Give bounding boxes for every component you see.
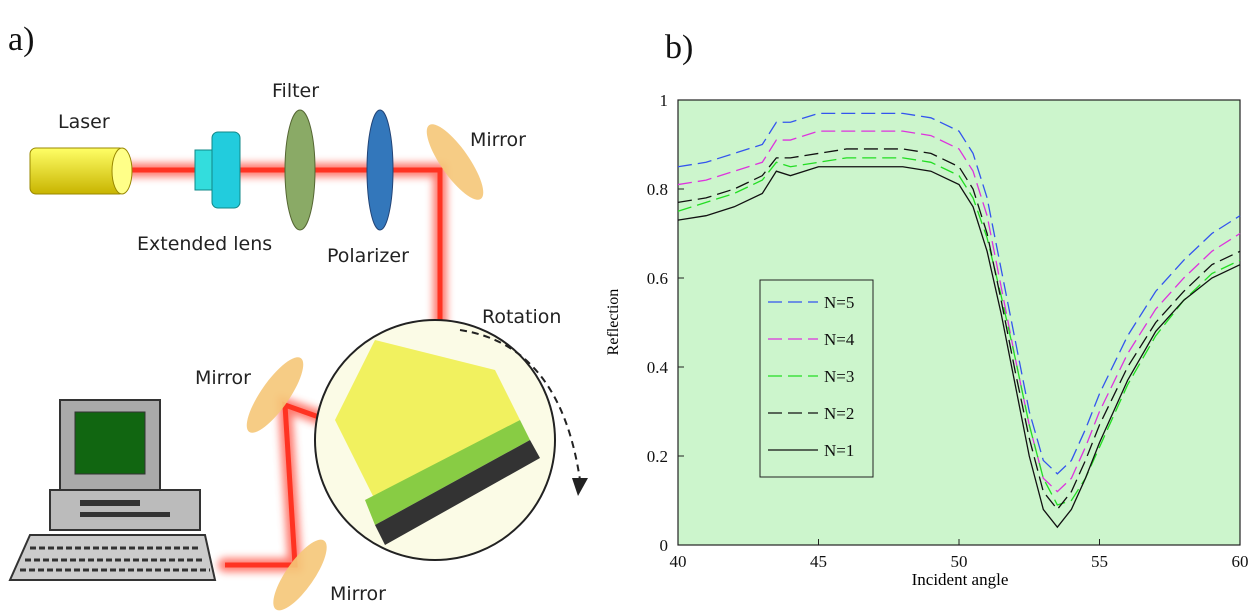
y-axis-label: Reflection: [605, 289, 622, 356]
y-tick-label: 0.4: [647, 358, 669, 377]
x-tick-label: 55: [1091, 552, 1108, 571]
y-tick-label: 0.6: [647, 269, 668, 288]
y-tick-label: 0: [660, 536, 669, 555]
figure: a): [0, 0, 1253, 613]
label: Laser: [58, 111, 110, 133]
filter: [285, 110, 315, 230]
y-tick-label: 1: [660, 91, 669, 110]
legend-label: N=3: [824, 367, 854, 386]
panel-label: b): [665, 29, 693, 66]
label: Filter: [272, 80, 319, 102]
diagram: a): [8, 21, 588, 613]
x-tick-label: 60: [1232, 552, 1249, 571]
y-tick-label: 0.2: [647, 447, 668, 466]
label: Polarizer: [327, 245, 409, 267]
x-tick-label: 45: [810, 552, 827, 571]
x-tick-label: 40: [670, 552, 687, 571]
legend: [760, 280, 873, 477]
label: Rotation: [482, 306, 561, 328]
legend-label: N=2: [824, 404, 854, 423]
x-axis-label: Incident angle: [912, 570, 1009, 589]
polarizer: [367, 110, 393, 230]
y-tick-label: 0.8: [647, 180, 668, 199]
label: Mirror: [330, 583, 386, 605]
label: Extended lens: [137, 233, 272, 255]
arrow-head: [572, 478, 588, 496]
legend-label: N=4: [824, 330, 855, 349]
legend-label: N=1: [824, 441, 854, 460]
lens: [212, 132, 240, 208]
label: Mirror: [470, 129, 526, 151]
mirror: [238, 350, 313, 440]
laser-end: [112, 148, 132, 194]
laser: [30, 148, 125, 194]
legend-label: N=5: [824, 293, 854, 312]
x-tick-label: 50: [951, 552, 968, 571]
panel-label: a): [8, 21, 34, 58]
computer: [10, 400, 215, 580]
label: Mirror: [195, 367, 251, 389]
